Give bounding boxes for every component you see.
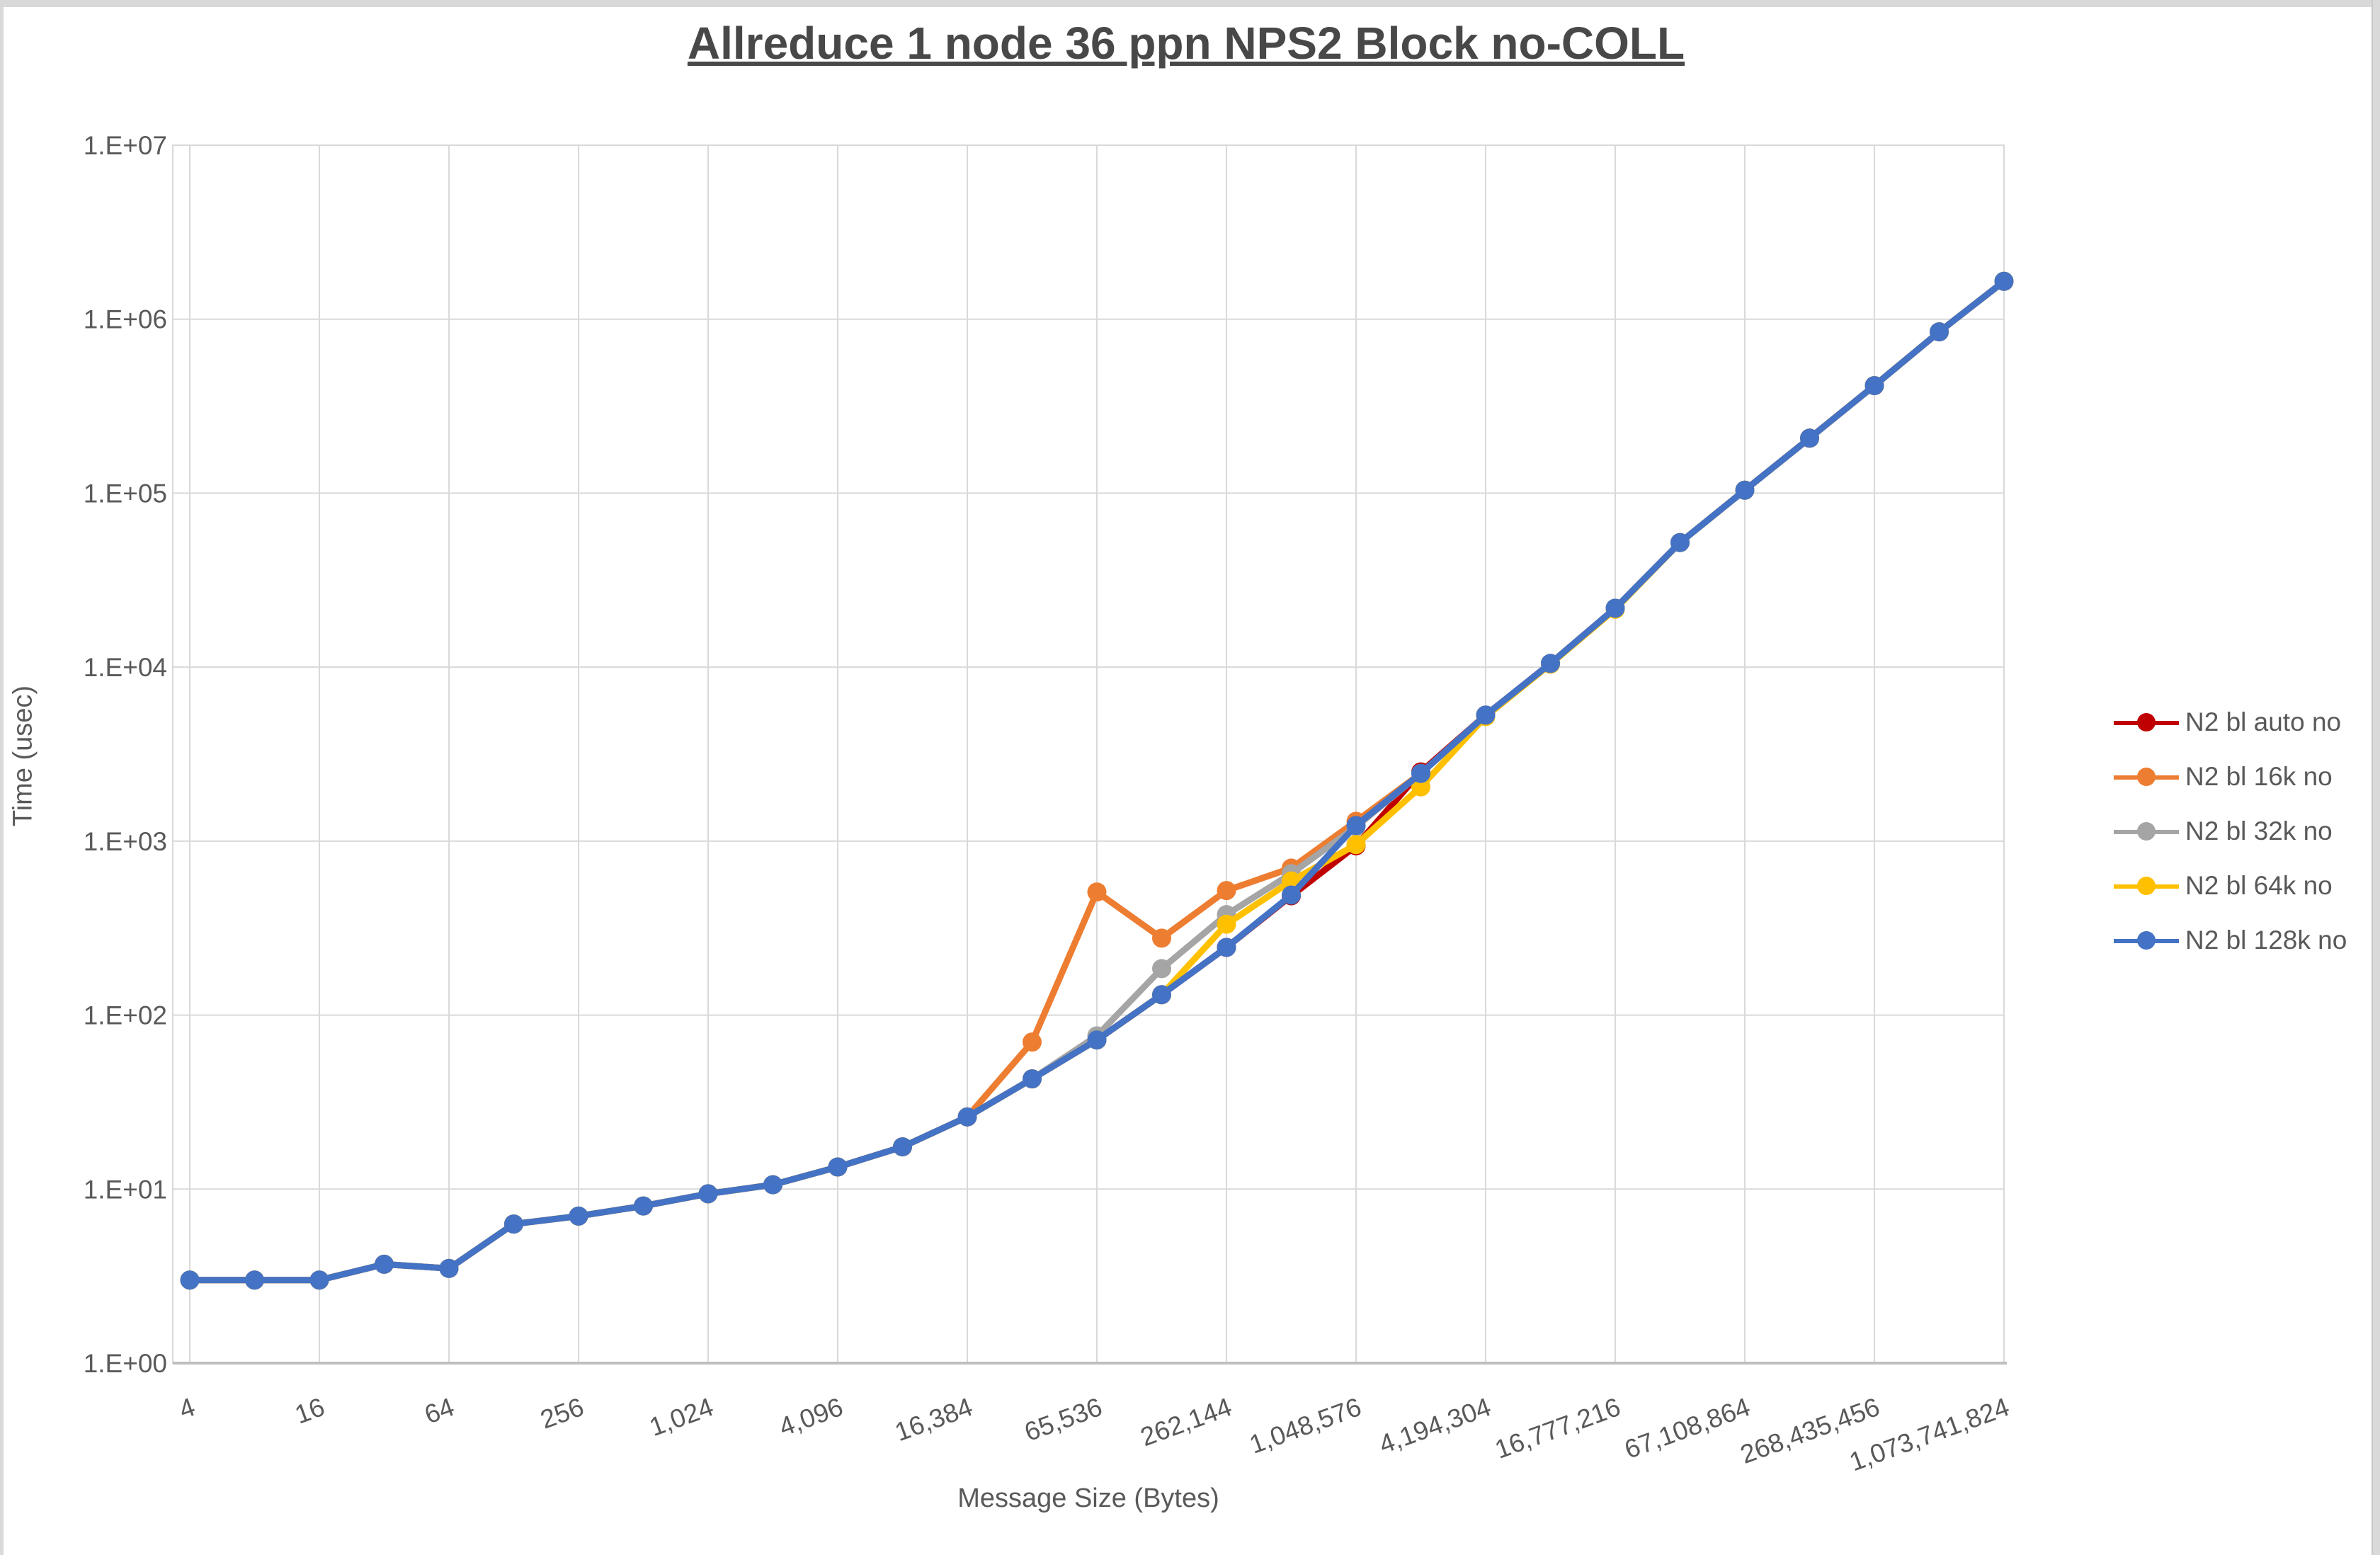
svg-text:1,024: 1,024 bbox=[646, 1392, 717, 1442]
svg-text:1.E+01: 1.E+01 bbox=[84, 1175, 167, 1204]
legend-swatch-auto bbox=[2114, 712, 2179, 731]
data-point bbox=[1282, 885, 1301, 905]
chart-legend: N2 bl auto no N2 bl 16k no N2 bl 32k no … bbox=[2114, 695, 2376, 967]
data-point bbox=[1411, 763, 1430, 783]
data-point bbox=[375, 1254, 394, 1274]
legend-label-128k: N2 bl 128k no bbox=[2185, 925, 2347, 955]
legend-swatch-128k bbox=[2114, 930, 2179, 950]
series-n2-bl-128k-no bbox=[180, 271, 2014, 1290]
svg-text:16,384: 16,384 bbox=[891, 1392, 976, 1447]
svg-text:4: 4 bbox=[175, 1392, 198, 1425]
svg-text:4,194,304: 4,194,304 bbox=[1375, 1392, 1495, 1459]
data-point bbox=[1411, 777, 1430, 797]
legend-item-64k[interactable]: N2 bl 64k no bbox=[2114, 858, 2376, 913]
data-point bbox=[893, 1137, 912, 1157]
data-point bbox=[1217, 938, 1236, 957]
data-point bbox=[1023, 1032, 1042, 1052]
data-point bbox=[828, 1157, 848, 1177]
plot-border bbox=[172, 144, 2005, 1364]
svg-text:256: 256 bbox=[537, 1392, 588, 1435]
legend-item-32k[interactable]: N2 bl 32k no bbox=[2114, 804, 2376, 858]
data-point bbox=[1800, 428, 1819, 448]
y-axis-title: Time (usec) bbox=[8, 685, 38, 827]
data-point bbox=[1346, 816, 1366, 836]
window-top-edge bbox=[0, 0, 2380, 7]
data-point bbox=[1217, 914, 1236, 934]
data-point bbox=[1476, 705, 1496, 725]
data-point bbox=[763, 1175, 782, 1195]
data-point bbox=[439, 1258, 459, 1278]
chart-title: Allreduce 1 node 36 ppn NPS2 Block no-CO… bbox=[687, 18, 1685, 69]
legend-label-64k: N2 bl 64k no bbox=[2185, 870, 2333, 900]
x-axis-title: Message Size (Bytes) bbox=[957, 1483, 1219, 1513]
data-point bbox=[1994, 271, 2014, 291]
data-point bbox=[1217, 881, 1236, 901]
y-tick-labels: 1.E+00 1.E+01 1.E+02 1.E+03 1.E+04 1.E+05 1.E+… bbox=[84, 131, 167, 1378]
legend-label-32k: N2 bl 32k no bbox=[2185, 816, 2333, 845]
svg-text:65,536: 65,536 bbox=[1020, 1392, 1105, 1447]
data-point bbox=[698, 1184, 718, 1204]
data-point bbox=[1864, 376, 1884, 396]
legend-label-16k: N2 bl 16k no bbox=[2185, 761, 2333, 791]
legend-swatch-64k bbox=[2114, 876, 2179, 895]
svg-text:1.E+07: 1.E+07 bbox=[84, 131, 167, 160]
data-point bbox=[1735, 480, 1755, 500]
window-left-edge bbox=[0, 0, 4, 1555]
data-point bbox=[245, 1270, 264, 1290]
legend-swatch-16k bbox=[2114, 767, 2179, 786]
x-tick-labels: 4 16 64 256 1,024 4,096 16,384 65,536 262,144 1,0… bbox=[175, 1392, 2012, 1476]
svg-text:1.E+00: 1.E+00 bbox=[84, 1349, 167, 1378]
legend-swatch-32k bbox=[2114, 821, 2179, 841]
svg-text:1.E+05: 1.E+05 bbox=[84, 479, 167, 508]
svg-text:64: 64 bbox=[421, 1392, 458, 1430]
data-point bbox=[309, 1270, 329, 1290]
data-point bbox=[180, 1270, 200, 1290]
svg-text:1.E+03: 1.E+03 bbox=[84, 827, 167, 856]
svg-text:1,048,576: 1,048,576 bbox=[1246, 1392, 1365, 1459]
legend-item-16k[interactable]: N2 bl 16k no bbox=[2114, 749, 2376, 804]
data-point bbox=[1087, 1030, 1107, 1050]
data-point bbox=[957, 1107, 977, 1127]
data-point bbox=[1541, 654, 1560, 673]
svg-text:4,096: 4,096 bbox=[775, 1392, 847, 1442]
data-point bbox=[1152, 959, 1171, 979]
svg-text:16,777,216: 16,777,216 bbox=[1491, 1392, 1624, 1464]
window-right-edge bbox=[2373, 0, 2380, 1555]
data-point bbox=[1346, 835, 1366, 855]
data-point bbox=[1152, 928, 1171, 948]
chart-object-border bbox=[2372, 0, 2373, 1555]
data-point bbox=[634, 1196, 653, 1216]
data-point bbox=[504, 1214, 523, 1234]
legend-item-128k[interactable]: N2 bl 128k no bbox=[2114, 913, 2376, 967]
svg-text:67,108,864: 67,108,864 bbox=[1621, 1392, 1754, 1464]
data-point bbox=[1087, 882, 1107, 902]
data-point bbox=[1023, 1069, 1042, 1089]
data-point bbox=[1930, 322, 1949, 342]
gridlines bbox=[173, 144, 2005, 1364]
svg-text:262,144: 262,144 bbox=[1137, 1392, 1236, 1452]
legend-label-auto: N2 bl auto no bbox=[2185, 707, 2342, 736]
data-point bbox=[1152, 985, 1171, 1005]
data-point bbox=[1605, 598, 1625, 618]
legend-item-auto[interactable]: N2 bl auto no bbox=[2114, 695, 2376, 749]
svg-text:16: 16 bbox=[291, 1392, 329, 1430]
svg-text:1.E+04: 1.E+04 bbox=[84, 653, 167, 682]
data-point bbox=[569, 1206, 588, 1226]
svg-text:1.E+02: 1.E+02 bbox=[84, 1001, 167, 1030]
data-point bbox=[1670, 532, 1690, 552]
svg-text:1.E+06: 1.E+06 bbox=[84, 305, 167, 334]
